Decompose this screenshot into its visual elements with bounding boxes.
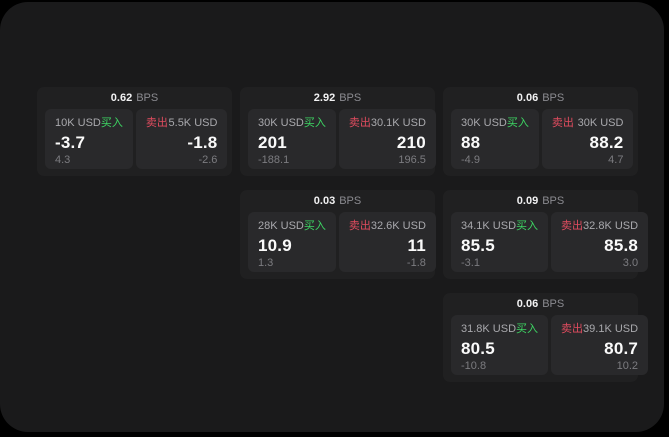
- sell-price: 11: [407, 236, 426, 256]
- buy-side-label: 买入: [516, 220, 539, 232]
- buy-sub-value: -188.1: [258, 153, 290, 166]
- buy-sub-value: -3.1: [461, 256, 480, 269]
- buy-amount: 31.8K USD: [461, 323, 517, 335]
- card-body: 10K USD 买入 -3.7 4.3 卖出 5.5K USD -1.8 -2.…: [45, 109, 228, 169]
- sell-quote-tile[interactable]: 卖出 39.1K USD 80.7 10.2: [551, 315, 649, 375]
- bps-value: 2.92: [313, 91, 336, 104]
- sell-side-label: 卖出: [145, 117, 168, 129]
- card-header: 2.92 BPS: [248, 87, 427, 109]
- card-body: 28K USD 买入 10.9 1.3 卖出 32.6K USD 11 -1.8: [248, 212, 436, 272]
- sell-amount: 5.5K USD: [168, 117, 218, 129]
- sell-sub-value: 196.5: [398, 153, 426, 166]
- buy-price: 201: [258, 133, 287, 153]
- card-header: 0.03 BPS: [248, 190, 427, 212]
- card-header: 0.06 BPS: [451, 293, 630, 315]
- sell-amount: 32.8K USD: [583, 220, 639, 232]
- sell-side-label: 卖出: [348, 220, 371, 232]
- bps-unit-label: BPS: [542, 194, 565, 207]
- quote-card-5: 0.09 BPS 34.1K USD 买入 85.5 -3.1 卖出 32.8K…: [443, 190, 649, 279]
- sell-amount: 30.1K USD: [370, 117, 426, 129]
- buy-amount: 28K USD: [258, 220, 304, 232]
- sell-sub-value: -1.8: [406, 256, 426, 269]
- quote-card-4: 0.03 BPS 28K USD 买入 10.9 1.3 卖出 32.6K US…: [240, 190, 436, 279]
- buy-sub-value: 1.3: [258, 256, 274, 269]
- buy-side-label: 买入: [303, 117, 326, 129]
- sell-price: 80.7: [604, 339, 639, 359]
- card-body: 34.1K USD 买入 85.5 -3.1 卖出 32.8K USD 85.8…: [451, 212, 649, 272]
- bps-value: 0.06: [516, 297, 539, 310]
- sell-quote-tile[interactable]: 卖出 32.8K USD 85.8 3.0: [551, 212, 649, 272]
- buy-amount: 10K USD: [55, 117, 101, 129]
- sell-price: -1.8: [187, 133, 218, 153]
- buy-quote-tile[interactable]: 30K USD 买入 201 -188.1: [248, 109, 336, 169]
- sell-amount: 39.1K USD: [583, 323, 639, 335]
- sell-side-label: 卖出: [348, 117, 371, 129]
- buy-price: 80.5: [461, 339, 495, 359]
- sell-price: 88.2: [589, 133, 624, 153]
- bps-unit-label: BPS: [339, 194, 362, 207]
- quote-card-1: 0.62 BPS 10K USD 买入 -3.7 4.3 卖出 5.5K USD: [37, 87, 232, 176]
- bps-value: 0.03: [313, 194, 336, 207]
- buy-side-label: 买入: [516, 323, 539, 335]
- buy-sub-value: -4.9: [461, 153, 480, 166]
- sell-price: 85.8: [604, 236, 639, 256]
- card-header: 0.06 BPS: [451, 87, 630, 109]
- quote-card-3: 0.06 BPS 30K USD 买入 88 -4.9 卖出 30K USD: [443, 87, 638, 176]
- buy-amount: 34.1K USD: [461, 220, 517, 232]
- sell-sub-value: 10.2: [616, 359, 639, 372]
- card-body: 30K USD 买入 88 -4.9 卖出 30K USD 88.2 4.7: [451, 109, 634, 169]
- sell-quote-tile[interactable]: 卖出 5.5K USD -1.8 -2.6: [135, 109, 228, 169]
- sell-quote-tile[interactable]: 卖出 30K USD 88.2 4.7: [541, 109, 634, 169]
- buy-price: 88: [461, 133, 481, 153]
- buy-quote-tile[interactable]: 34.1K USD 买入 85.5 -3.1: [451, 212, 549, 272]
- buy-sub-value: 4.3: [55, 153, 71, 166]
- buy-side-label: 买入: [303, 220, 326, 232]
- card-header: 0.62 BPS: [45, 87, 224, 109]
- quote-card-6: 0.06 BPS 31.8K USD 买入 80.5 -10.8 卖出 39.1…: [443, 293, 649, 382]
- buy-quote-tile[interactable]: 10K USD 买入 -3.7 4.3: [45, 109, 133, 169]
- sell-side-label: 卖出: [561, 323, 584, 335]
- sell-amount: 32.6K USD: [370, 220, 426, 232]
- buy-price: 10.9: [258, 236, 292, 256]
- sell-side-label: 卖出: [561, 220, 584, 232]
- buy-amount: 30K USD: [258, 117, 304, 129]
- buy-quote-tile[interactable]: 28K USD 买入 10.9 1.3: [248, 212, 336, 272]
- buy-side-label: 买入: [100, 117, 123, 129]
- sell-side-label: 卖出: [551, 117, 574, 129]
- sell-quote-tile[interactable]: 卖出 32.6K USD 11 -1.8: [338, 212, 436, 272]
- buy-price: 85.5: [461, 236, 495, 256]
- app-panel: 0.62 BPS 10K USD 买入 -3.7 4.3 卖出 5.5K USD: [0, 2, 664, 432]
- card-body: 30K USD 买入 201 -188.1 卖出 30.1K USD 210 1…: [248, 109, 436, 169]
- sell-amount: 30K USD: [577, 117, 624, 129]
- bps-value: 0.09: [516, 194, 539, 207]
- quote-card-2: 2.92 BPS 30K USD 买入 201 -188.1 卖出 30.1K …: [240, 87, 436, 176]
- buy-quote-tile[interactable]: 31.8K USD 买入 80.5 -10.8: [451, 315, 549, 375]
- buy-price: -3.7: [55, 133, 86, 153]
- buy-amount: 30K USD: [461, 117, 507, 129]
- sell-quote-tile[interactable]: 卖出 30.1K USD 210 196.5: [338, 109, 436, 169]
- card-header: 0.09 BPS: [451, 190, 630, 212]
- card-body: 31.8K USD 买入 80.5 -10.8 卖出 39.1K USD 80.…: [451, 315, 649, 375]
- bps-unit-label: BPS: [339, 91, 362, 104]
- bps-unit-label: BPS: [542, 91, 565, 104]
- buy-quote-tile[interactable]: 30K USD 买入 88 -4.9: [451, 109, 539, 169]
- bps-unit-label: BPS: [542, 297, 565, 310]
- sell-price: 210: [396, 133, 426, 153]
- buy-sub-value: -10.8: [461, 359, 487, 372]
- bps-value: 0.06: [516, 91, 539, 104]
- quote-card-grid: 0.62 BPS 10K USD 买入 -3.7 4.3 卖出 5.5K USD: [37, 87, 649, 382]
- sell-sub-value: -2.6: [198, 153, 218, 166]
- bps-unit-label: BPS: [136, 91, 159, 104]
- sell-sub-value: 4.7: [608, 153, 624, 166]
- buy-side-label: 买入: [506, 117, 529, 129]
- sell-sub-value: 3.0: [622, 256, 639, 269]
- bps-value: 0.62: [110, 91, 133, 104]
